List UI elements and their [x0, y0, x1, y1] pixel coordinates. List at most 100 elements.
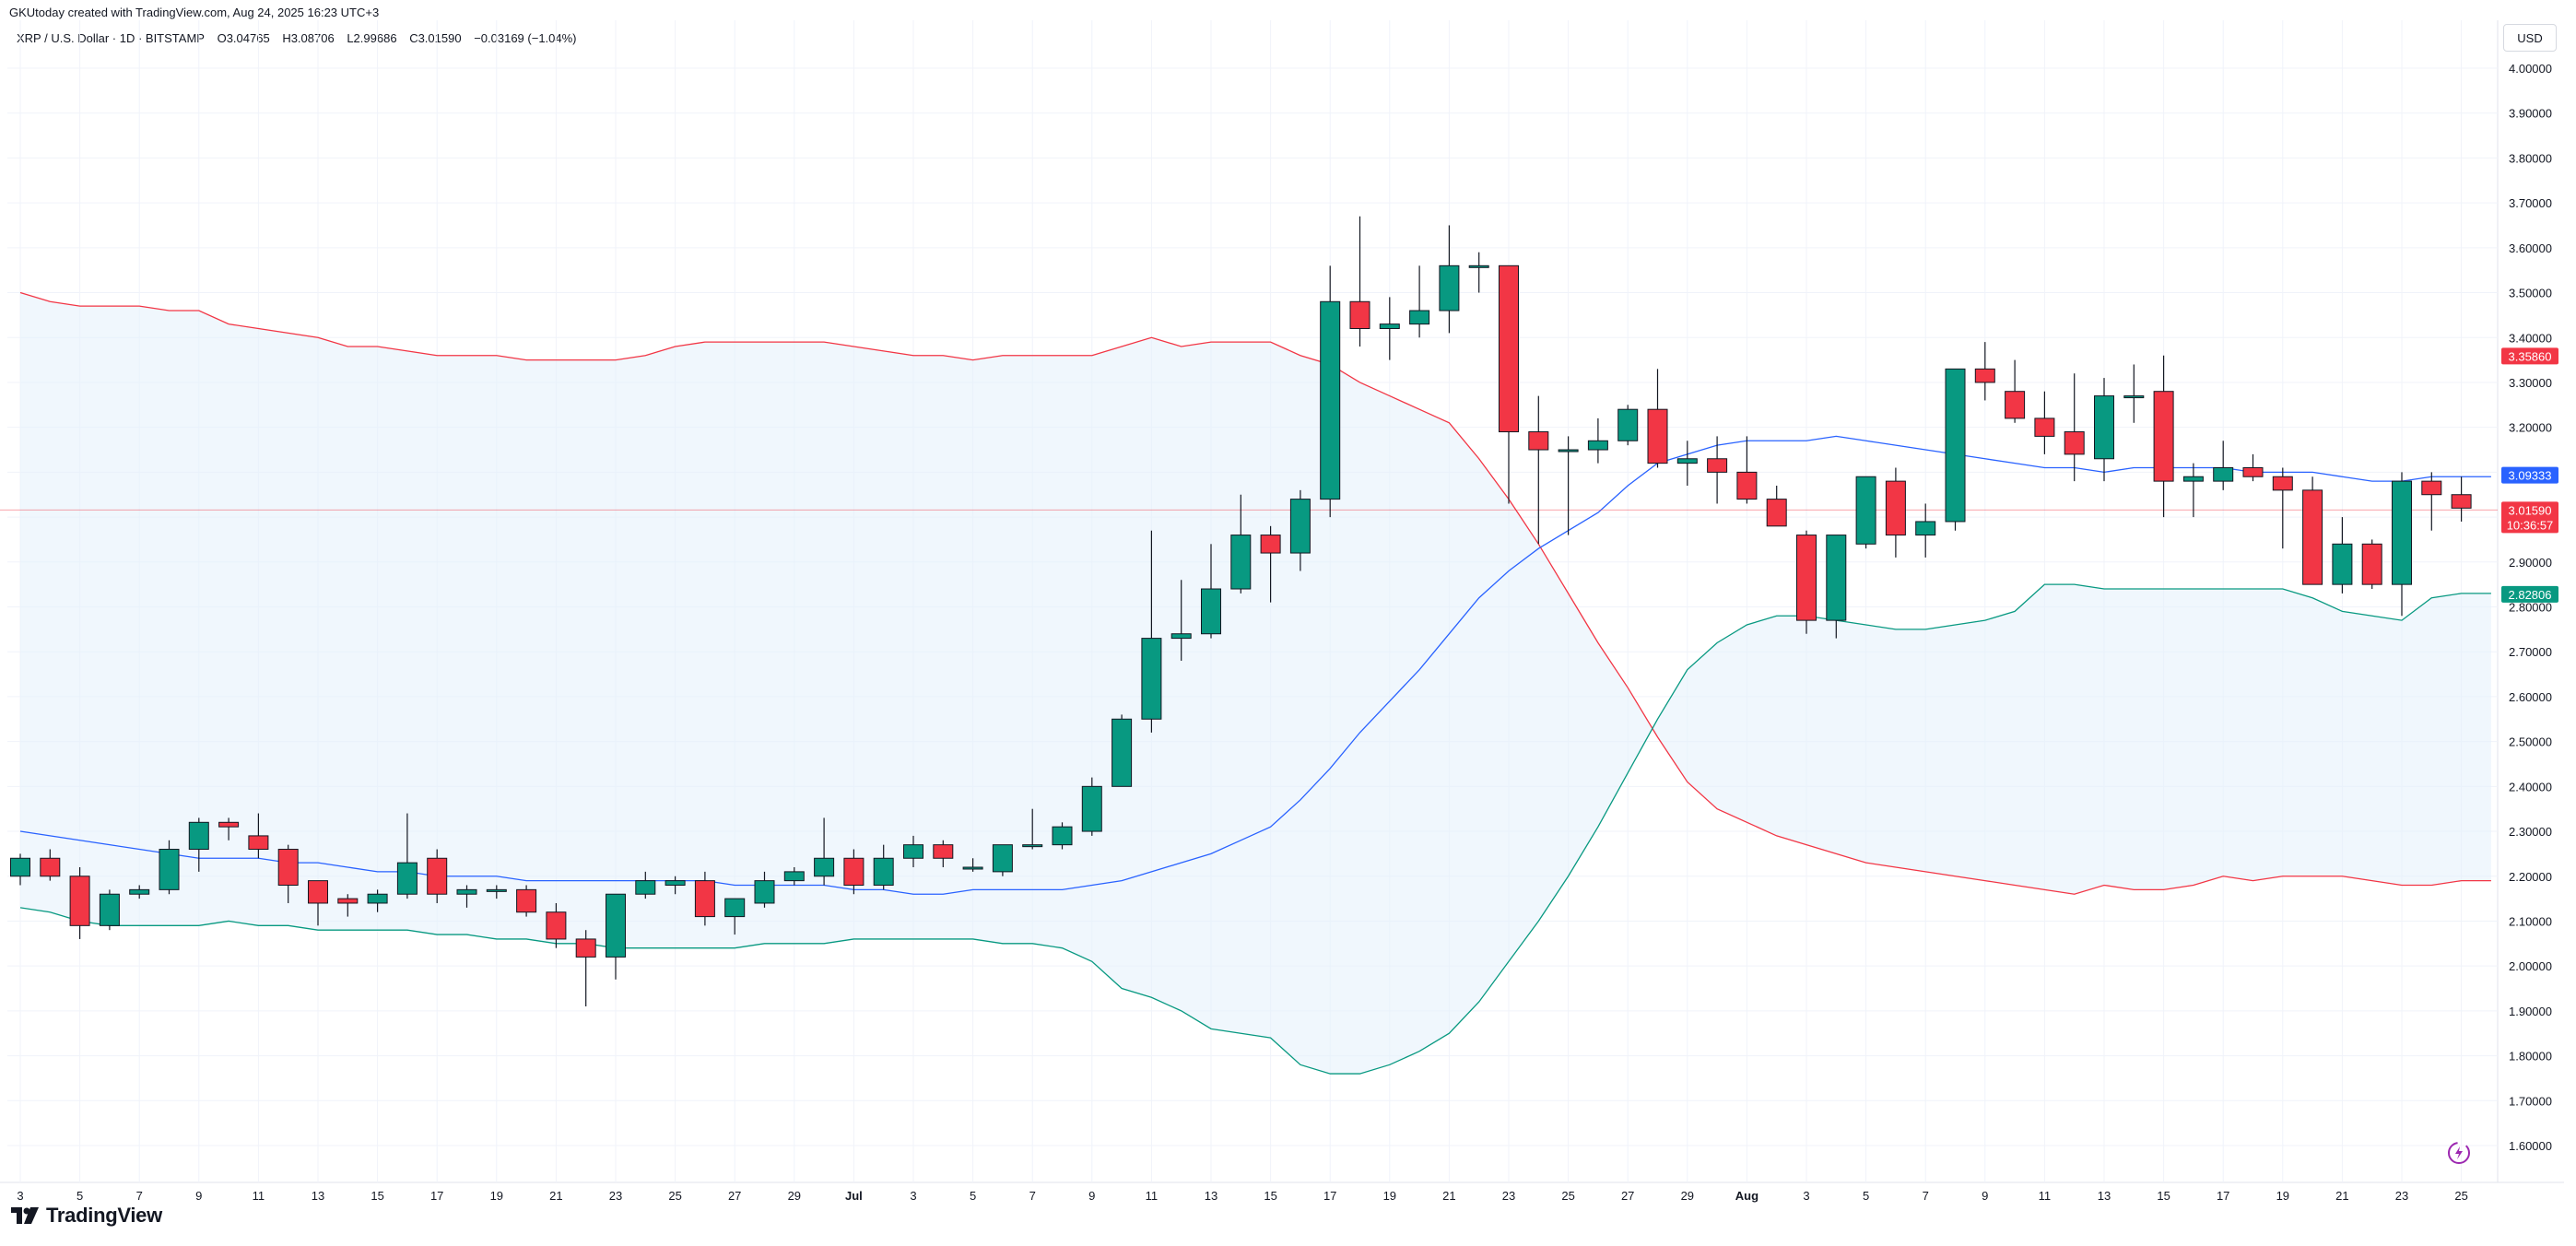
candle-down[interactable]	[1260, 525, 1281, 603]
candle-up[interactable]	[10, 853, 30, 886]
candle-up[interactable]	[1170, 580, 1192, 661]
candle-down[interactable]	[2451, 476, 2472, 522]
candle-body	[2182, 476, 2204, 482]
candle-up[interactable]	[1320, 265, 1341, 518]
candle-down[interactable]	[694, 871, 715, 926]
candle-up[interactable]	[1468, 252, 1489, 293]
candle-up[interactable]	[1289, 489, 1311, 571]
candle-up[interactable]	[606, 893, 626, 980]
currency-button[interactable]: USD	[2503, 24, 2557, 52]
candle-down[interactable]	[1499, 264, 1519, 504]
candle-down[interactable]	[2153, 355, 2174, 518]
candle-up[interactable]	[1409, 265, 1430, 338]
candle-up[interactable]	[992, 844, 1013, 876]
candle-up[interactable]	[1915, 503, 1936, 558]
candle-down[interactable]	[1647, 369, 1668, 468]
candle-up[interactable]	[486, 885, 507, 899]
y-tick-label: 2.30000	[2509, 825, 2552, 839]
candle-up[interactable]	[1587, 417, 1608, 464]
candle-down[interactable]	[1349, 216, 1370, 347]
candle-up[interactable]	[1230, 494, 1252, 594]
candle-up[interactable]	[1826, 535, 1847, 639]
symbol-name[interactable]: XRP / U.S. Dollar · 1D · BITSTAMP	[17, 31, 205, 45]
candle-up[interactable]	[2392, 472, 2412, 617]
candle-down[interactable]	[1707, 436, 1728, 504]
candle-down[interactable]	[1766, 485, 1787, 527]
candle-down[interactable]	[2242, 453, 2264, 482]
candle-up[interactable]	[2094, 378, 2114, 482]
symbol-legend: XRP / U.S. Dollar · 1D · BITSTAMP O3.047…	[17, 31, 586, 45]
candle-up[interactable]	[1855, 476, 1876, 549]
candle-up[interactable]	[1201, 544, 1221, 639]
candle-up[interactable]	[635, 871, 656, 899]
x-tick-label: 21	[1442, 1189, 1455, 1203]
candle-down[interactable]	[2064, 373, 2085, 482]
candle-up[interactable]	[873, 844, 894, 890]
candle-up[interactable]	[129, 885, 150, 899]
candle-down[interactable]	[2005, 359, 2026, 423]
candle-up[interactable]	[1141, 530, 1162, 733]
candle-up[interactable]	[159, 840, 180, 895]
candle-up[interactable]	[2332, 517, 2353, 594]
x-tick-label: 5	[1863, 1189, 1869, 1203]
candle-up[interactable]	[1558, 436, 1579, 535]
candle-up[interactable]	[2182, 463, 2204, 518]
candle-up[interactable]	[1112, 714, 1133, 787]
candle-down[interactable]	[575, 930, 596, 1007]
candle-down[interactable]	[2034, 391, 2055, 454]
candle-up[interactable]	[724, 898, 746, 935]
replay-lightning-icon[interactable]	[2446, 1140, 2472, 1166]
price-label-bg	[2501, 466, 2558, 484]
candle-body	[1855, 476, 1876, 545]
candle-up[interactable]	[456, 885, 477, 908]
candle-down[interactable]	[1736, 436, 1758, 504]
candle-up[interactable]	[814, 817, 835, 886]
candle-body	[724, 898, 746, 918]
candle-down[interactable]	[2302, 476, 2323, 585]
candle-down[interactable]	[308, 880, 328, 926]
candle-down[interactable]	[1974, 342, 1995, 401]
candle-down[interactable]	[843, 849, 865, 895]
candle-down[interactable]	[2361, 539, 2382, 590]
candle-up[interactable]	[2213, 441, 2234, 490]
candle-down[interactable]	[2421, 472, 2442, 531]
candle-down[interactable]	[69, 867, 90, 939]
candle-body	[843, 857, 865, 886]
candle-up[interactable]	[1022, 808, 1043, 850]
candle-down[interactable]	[1796, 530, 1817, 634]
candle-down[interactable]	[1528, 395, 1549, 545]
tradingview-brand[interactable]: TradingView	[11, 1204, 162, 1228]
candle-up[interactable]	[783, 867, 805, 886]
candle-up[interactable]	[1052, 822, 1073, 850]
candle-down[interactable]	[1885, 467, 1906, 558]
candle-down[interactable]	[277, 844, 299, 903]
candle-up[interactable]	[1945, 368, 1966, 531]
candle-up[interactable]	[367, 889, 388, 912]
candle-down[interactable]	[40, 849, 61, 881]
candle-down[interactable]	[218, 817, 240, 840]
candle-body	[1468, 264, 1489, 268]
candle-up[interactable]	[903, 835, 923, 868]
candle-down[interactable]	[337, 894, 359, 917]
candle-up[interactable]	[188, 817, 209, 872]
y-tick-label: 3.20000	[2509, 421, 2552, 435]
candle-up[interactable]	[754, 871, 775, 908]
candle-up[interactable]	[1081, 777, 1102, 836]
candle-up[interactable]	[1379, 297, 1400, 360]
candle-up[interactable]	[2123, 364, 2145, 423]
candle-down[interactable]	[546, 902, 567, 948]
x-tick-label: 3	[1803, 1189, 1809, 1203]
candle-up[interactable]	[396, 813, 418, 899]
candle-down[interactable]	[248, 813, 269, 859]
candle-up[interactable]	[1439, 225, 1460, 334]
candle-up[interactable]	[1617, 405, 1639, 446]
candle-down[interactable]	[427, 849, 448, 903]
candle-down[interactable]	[516, 885, 537, 917]
candle-up[interactable]	[99, 889, 120, 931]
candle-down[interactable]	[2272, 467, 2293, 549]
candle-up[interactable]	[665, 876, 686, 895]
candle-down[interactable]	[933, 840, 954, 868]
candle-up[interactable]	[1676, 441, 1698, 486]
candle-up[interactable]	[962, 858, 983, 872]
